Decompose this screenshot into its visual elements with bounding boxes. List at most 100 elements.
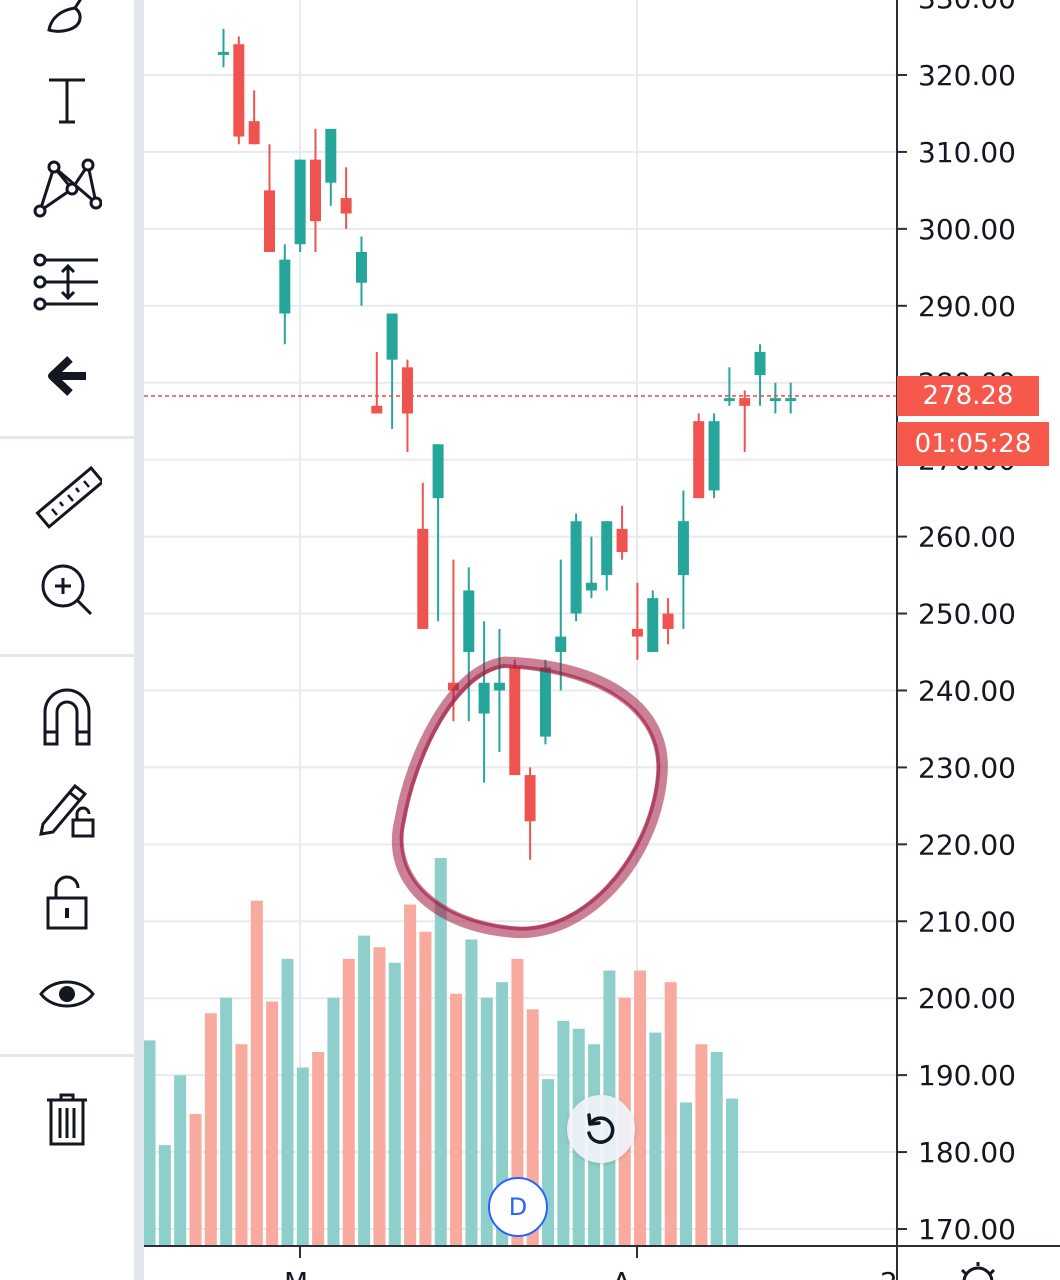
time-axis[interactable]: M A 2 xyxy=(284,1246,898,1280)
candle-body xyxy=(417,528,429,629)
candle xyxy=(463,567,475,722)
hand-drawn-circle-annotation[interactable] xyxy=(391,656,668,939)
measure-fib-icon xyxy=(33,253,98,311)
volume-bar xyxy=(373,947,386,1246)
volume-bar xyxy=(235,1044,248,1246)
volume-bar xyxy=(158,1145,171,1246)
candle-body xyxy=(386,313,398,360)
price-tick-label: 290.00 xyxy=(918,290,1016,323)
pattern-tool-icon xyxy=(33,158,102,218)
candle xyxy=(340,167,352,229)
toolbar-separator xyxy=(0,1054,134,1057)
circle-stroke-inner xyxy=(399,664,661,931)
volume-bar xyxy=(189,1114,202,1246)
price-tick-label: 320.00 xyxy=(918,59,1016,92)
back-button[interactable] xyxy=(22,340,112,412)
candle-body xyxy=(539,667,551,737)
candle xyxy=(601,521,613,591)
candle-body xyxy=(325,128,337,183)
remove-drawings-tool[interactable] xyxy=(22,1084,112,1156)
volume-bar xyxy=(358,935,371,1246)
candle xyxy=(263,144,275,252)
visibility-tool[interactable] xyxy=(22,958,112,1030)
reset-chart-button[interactable] xyxy=(567,1095,635,1163)
price-tick-label: 220.00 xyxy=(918,828,1016,861)
candle-body xyxy=(248,121,260,145)
bar-countdown-badge: 01:05:28 xyxy=(897,422,1049,466)
price-tick-label: 210.00 xyxy=(918,905,1016,938)
last-price-badge: 278.28 xyxy=(897,376,1039,416)
price-tick-label: 180.00 xyxy=(918,1136,1016,1169)
candle xyxy=(218,28,229,68)
ruler-icon xyxy=(35,465,102,529)
candle xyxy=(677,490,689,629)
candle-body xyxy=(616,528,628,552)
brush-icon xyxy=(47,0,82,33)
candle-body xyxy=(555,636,567,652)
volume-bar xyxy=(480,997,493,1246)
candle-body xyxy=(355,251,367,283)
volume-bar xyxy=(450,993,463,1246)
volume-bar xyxy=(726,1098,739,1246)
volume-bar xyxy=(281,958,294,1246)
price-tick-label: 190.00 xyxy=(918,1059,1016,1092)
text-tool-icon xyxy=(49,78,85,124)
back-arrow-icon xyxy=(48,356,86,396)
candle-body xyxy=(233,44,245,137)
candle-body xyxy=(218,51,229,55)
zoom-in-tool[interactable] xyxy=(22,554,112,626)
candle xyxy=(769,382,781,414)
candle xyxy=(233,36,245,145)
volume-bar xyxy=(634,970,647,1246)
price-axis[interactable]: 170.00 180.00 190.00 200.00 210.00 220.00 230.… xyxy=(897,0,1016,1246)
candle xyxy=(371,351,383,414)
text-tool[interactable] xyxy=(22,62,112,134)
candle-body xyxy=(647,598,659,652)
candle-body xyxy=(294,159,306,245)
candle-body xyxy=(493,682,505,691)
volume-bar xyxy=(465,939,478,1246)
pattern-tool[interactable] xyxy=(22,152,112,224)
volume-bar xyxy=(220,997,233,1246)
time-label-1: M xyxy=(284,1266,308,1280)
candle-body xyxy=(570,521,582,614)
magnet-tool[interactable] xyxy=(22,680,112,752)
toolbar-separator xyxy=(0,654,134,657)
candle xyxy=(585,536,597,599)
magnet-icon xyxy=(43,688,91,746)
candle-body xyxy=(478,682,490,714)
candle xyxy=(417,482,429,629)
candle xyxy=(616,505,628,560)
candle-body xyxy=(432,444,444,499)
candle-body xyxy=(509,667,521,776)
price-tick-label: 330.00 xyxy=(918,0,1016,15)
candle xyxy=(693,413,705,499)
drawing-toolbar xyxy=(0,0,134,1280)
interval-button[interactable]: D xyxy=(488,1177,548,1237)
candle xyxy=(478,621,490,783)
candle xyxy=(539,659,551,745)
candle-body xyxy=(279,259,291,314)
volume-bar xyxy=(404,904,417,1246)
eye-icon xyxy=(39,980,95,1008)
lock-drawings-tool[interactable] xyxy=(22,772,112,844)
candle-body xyxy=(693,421,705,499)
settings-gear-icon[interactable] xyxy=(960,1262,996,1280)
candle-body xyxy=(723,398,735,402)
candle-body xyxy=(309,159,321,222)
unlock-tool[interactable] xyxy=(22,866,112,938)
candle xyxy=(309,128,321,252)
candle-body xyxy=(785,398,797,402)
measure-tool[interactable] xyxy=(22,246,112,318)
brush-tool[interactable] xyxy=(22,0,112,44)
volume-bar xyxy=(680,1102,693,1246)
ruler-tool[interactable] xyxy=(22,464,112,536)
time-label-2: A xyxy=(612,1266,631,1280)
candle xyxy=(355,236,367,306)
volume-bar xyxy=(557,1020,570,1246)
lock-drawings-icon xyxy=(39,783,95,838)
candle-body xyxy=(754,351,766,376)
candle xyxy=(248,90,260,145)
volume-bar xyxy=(710,1052,723,1246)
